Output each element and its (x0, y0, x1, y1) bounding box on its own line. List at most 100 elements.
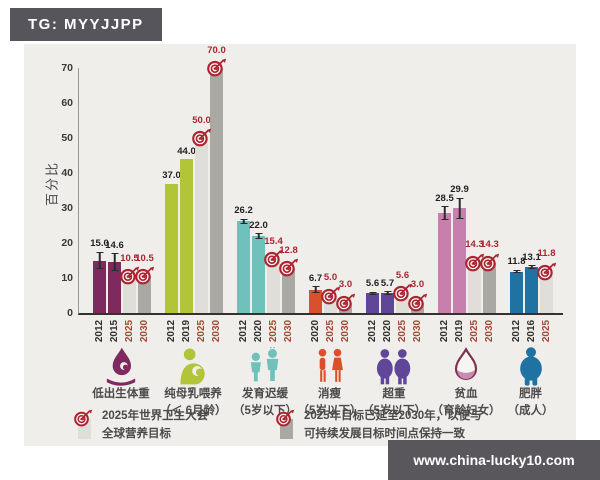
year-tick-label: 2025 (324, 319, 336, 343)
bar: 11.8 2025 (536, 249, 556, 342)
bar-value-label: 3.0 (338, 279, 353, 290)
bar-group: 28.5 2012 29.9 2019 14.3 2025 14.3 2030 (435, 185, 499, 342)
bar: 11.8 2012 (508, 257, 526, 342)
bar-value-label: 11.8 (537, 248, 556, 260)
bar: 5.6 2025 (392, 271, 412, 342)
category-sublabel: （5岁以下） (362, 404, 426, 417)
bar-value-label: 10.5 (135, 252, 154, 264)
target-dart-icon (320, 285, 341, 305)
watermark-url-text: www.china-lucky10.com (413, 452, 575, 468)
error-whisker (111, 253, 118, 271)
target-dart-icon (134, 265, 155, 285)
error-whisker (528, 265, 535, 270)
page-tag-text: TG: MYYJJPP (28, 16, 144, 33)
bar-value-label: 70.0 (207, 44, 226, 56)
bar: 14.3 2030 (479, 240, 499, 342)
year-tick-label: 2030 (138, 319, 150, 343)
stunting-icon (245, 346, 285, 386)
category-item: 纯母乳喂养 （＜ 6月龄） (159, 346, 227, 419)
category-label: 消瘦 (318, 388, 341, 400)
category-sublabel: （成人） (507, 404, 554, 417)
year-tick-label: 2012 (438, 319, 450, 343)
target-dart-icon (206, 57, 227, 77)
year-tick-label: 2015 (108, 319, 120, 343)
bar: 29.9 2019 (450, 185, 469, 342)
y-tick-label: 30 (61, 201, 73, 214)
year-tick-label: 2019 (180, 319, 192, 343)
category-label: 肥胖 (519, 388, 542, 400)
bar-group: 15.0 2012 14.6 2015 10.5 2025 10.5 2030 (90, 239, 154, 342)
target-dart-icon (407, 292, 428, 312)
bar-group: 11.8 2012 13.1 2016 11.8 2025 (508, 249, 556, 343)
plot-area: 15.0 2012 14.6 2015 10.5 2025 10.5 2030 37.0 2012… (61, 45, 563, 343)
chart-panel: 百分比 15.0 2012 14.6 2015 10.5 2025 10.5 2030 37.0… (24, 44, 576, 446)
error-whisker (96, 251, 103, 270)
bar-value-label: 29.9 (450, 184, 469, 196)
target-dart-icon (464, 252, 485, 272)
bar: 6.7 2020 (309, 274, 322, 342)
category-item: 超重 （5岁以下） (362, 346, 426, 419)
bar-value-label: 15.4 (264, 235, 283, 247)
bar-value-label: 3.0 (410, 279, 425, 290)
bar-value-label: 13.1 (522, 251, 541, 263)
bar: 26.2 2012 (234, 206, 253, 342)
target-dart-icon (278, 257, 299, 277)
overweight-icon (374, 346, 414, 386)
anemia-icon (446, 346, 486, 386)
legend-text-line: 2025年世界卫生大会 (102, 410, 209, 422)
target-dart-icon (74, 408, 93, 427)
year-tick-label: 2030 (339, 319, 351, 343)
y-tick-label: 0 (67, 306, 73, 319)
target-2030-legend-icon (276, 408, 297, 440)
legend-text-line: 全球营养目标 (102, 427, 171, 440)
bar: 37.0 2012 (162, 171, 181, 342)
year-tick-label: 2012 (366, 319, 378, 343)
bar: 70.0 2030 (206, 45, 226, 342)
y-tick-label: 10 (61, 271, 73, 284)
watermark-banner: www.china-lucky10.com (388, 440, 600, 480)
y-tick-label: 70 (61, 61, 73, 74)
year-tick-label: 2025 (195, 319, 207, 343)
legend-text: 2025年世界卫生大会 全球营养目标 (102, 408, 208, 444)
bar-value-label: 5.6 (395, 269, 410, 281)
target-dart-icon (276, 408, 295, 427)
bar-value-label: 6.7 (308, 272, 323, 284)
breastfeeding-icon (173, 346, 213, 386)
bar-group: 37.0 2012 44.0 2019 50.0 2025 70.0 2030 (162, 45, 226, 342)
bar-group: 26.2 2012 22.0 2020 15.4 2025 12.8 2030 (234, 206, 298, 342)
bar-value-label: 10.5 (120, 252, 139, 264)
category-item: 低出生体重 (92, 346, 150, 419)
bar: 13.1 2016 (522, 253, 541, 343)
error-whisker (369, 291, 376, 296)
target-dart-icon (392, 282, 413, 302)
year-tick-label: 2030 (282, 319, 294, 343)
category-label: 低出生体重 (92, 388, 150, 400)
bar: 5.7 2020 (381, 279, 394, 342)
obesity-icon (511, 346, 551, 386)
category-sublabel: （5岁以下） (297, 404, 362, 417)
bar-value-label: 5.0 (323, 272, 338, 283)
bar: 22.0 2020 (249, 221, 268, 342)
bar-value-label: 37.0 (162, 170, 181, 181)
bar-group: 5.6 2012 5.7 2020 5.6 2025 3.0 2030 (366, 271, 427, 342)
bar: 44.0 2019 (177, 146, 196, 342)
bar-value-label: 50.0 (192, 114, 211, 126)
error-whisker (312, 286, 319, 293)
low-birth-weight-icon (101, 346, 141, 386)
bar-value-label: 15.0 (90, 238, 109, 250)
category-label: 发育迟缓 (242, 388, 288, 400)
bar-value-label: 14.6 (105, 239, 124, 251)
year-tick-label: 2025 (267, 319, 279, 343)
bar: 12.8 2030 (278, 246, 298, 342)
error-whisker (441, 206, 448, 221)
bar-value-label: 14.3 (480, 239, 499, 251)
bar-groups: 15.0 2012 14.6 2015 10.5 2025 10.5 2030 37.0 2012… (79, 45, 563, 343)
target-dart-icon (119, 265, 140, 285)
year-tick-label: 2012 (237, 319, 249, 343)
error-whisker (240, 218, 247, 225)
year-tick-label: 2025 (123, 319, 135, 343)
bar: 3.0 2030 (407, 280, 427, 342)
y-tick-label: 50 (61, 131, 73, 144)
target-dart-icon (335, 292, 356, 312)
error-whisker (513, 269, 520, 274)
